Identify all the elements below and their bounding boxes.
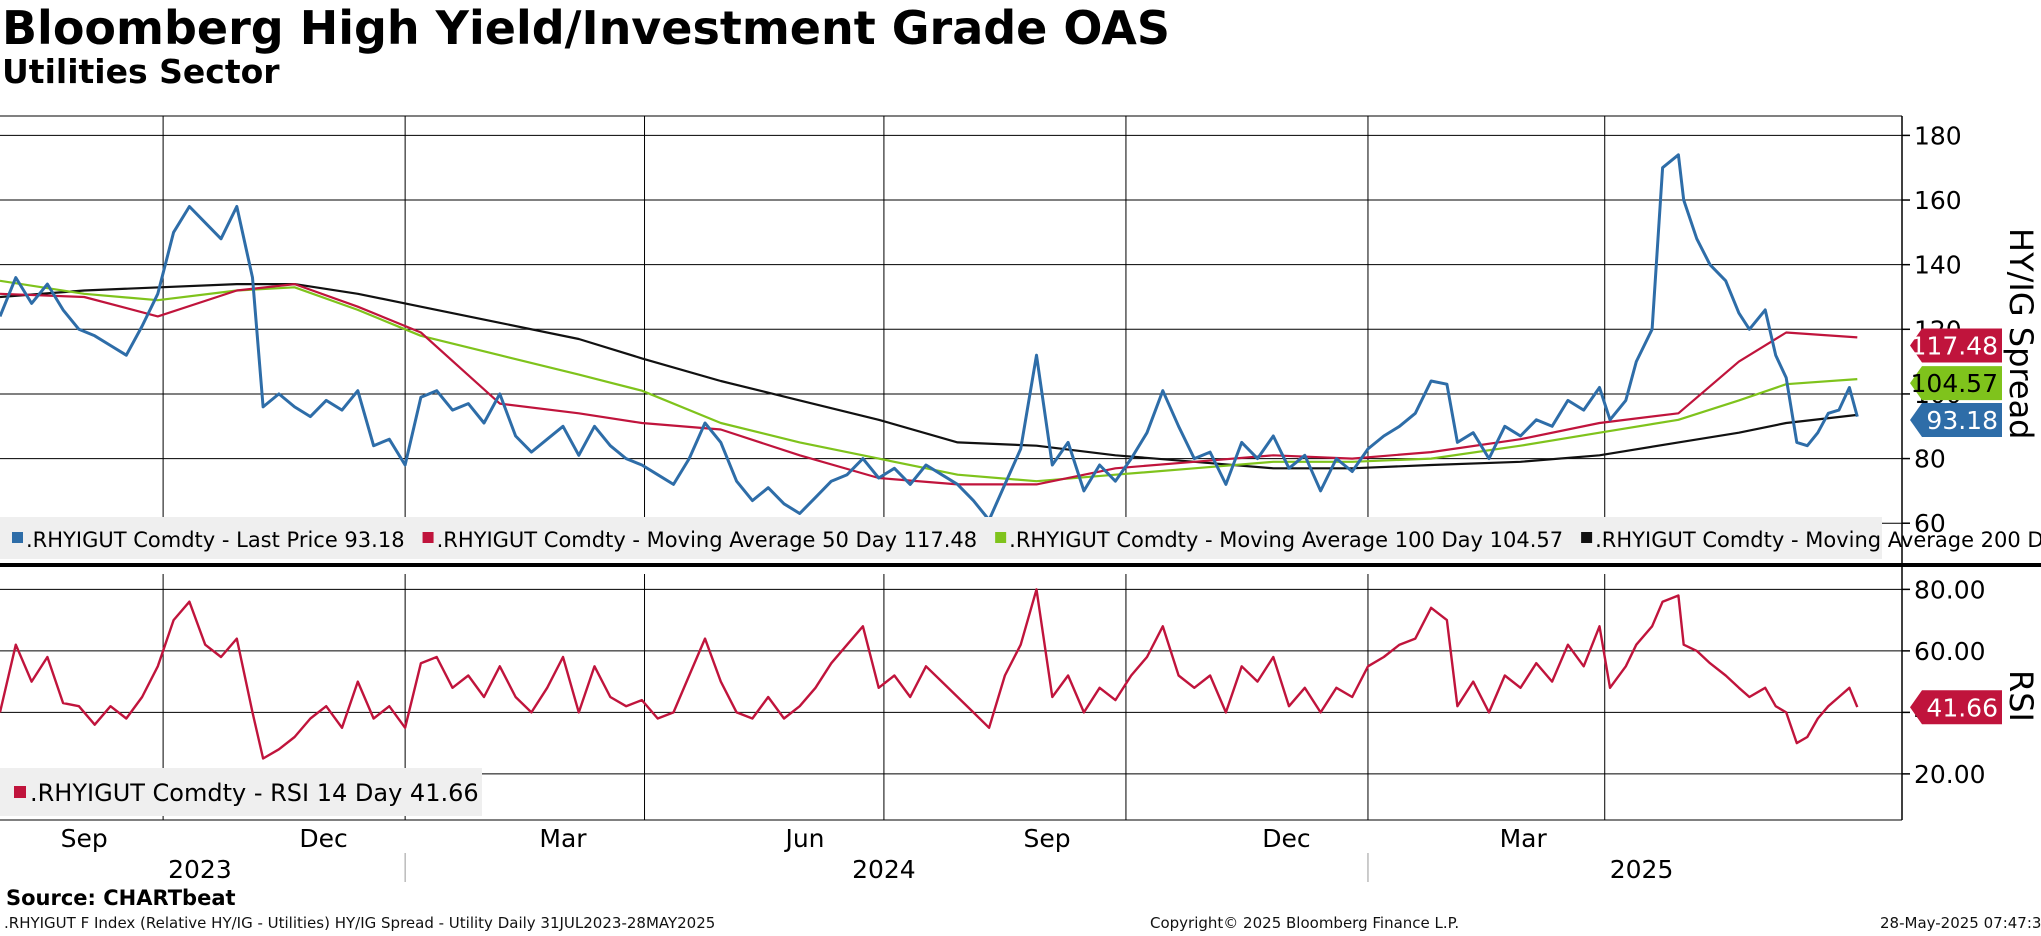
legend-entry: .RHYIGUT Comdty - Moving Average 50 Day …: [437, 528, 978, 552]
x-tick-label: Sep: [61, 824, 108, 853]
ma100-value-tag-text: 104.57: [1911, 369, 1998, 398]
footer-copyright: Copyright© 2025 Bloomberg Finance L.P.: [1150, 914, 1460, 932]
x-tick-label: Dec: [1262, 824, 1310, 853]
legend-entry: .RHYIGUT Comdty - Moving Average 100 Day…: [1009, 528, 1563, 552]
x-tick-label: Jun: [783, 824, 824, 853]
y-tick-label: 160: [1914, 186, 1962, 215]
legend-entry: .RHYIGUT Comdty - Moving Average 200 Day…: [1595, 528, 2041, 552]
legend-swatch: [1581, 532, 1593, 543]
price-value-tag-text: 93.18: [1926, 406, 1998, 435]
series-line: [0, 588, 1859, 760]
ma50-value-tag: [1910, 328, 2002, 363]
price-value-tag: [1910, 402, 2002, 437]
legend-box: [0, 517, 1882, 559]
x-tick-label: Mar: [1500, 824, 1548, 853]
x-year-label: 2023: [168, 855, 232, 884]
y-tick-label: 180: [1914, 121, 1962, 150]
series-line: [0, 283, 1858, 486]
rsi-value-tag-text: 41.66: [1926, 693, 1998, 722]
legend-swatch: [12, 532, 23, 543]
x-tick-label: Mar: [539, 824, 587, 853]
legend-swatch: [422, 532, 434, 543]
rsi-legend-box: [0, 768, 482, 816]
ma100-value-tag: [1910, 366, 2002, 401]
series-line: [0, 283, 1858, 470]
x-year-label: 2025: [1610, 855, 1674, 884]
rsi-axis-label: RSI: [2002, 670, 2040, 722]
y-tick-label: 140: [1914, 251, 1962, 280]
legend-entry: .RHYIGUT Comdty - Last Price 93.18: [26, 528, 405, 552]
ma50-value-tag-text: 117.48: [1911, 331, 1998, 360]
y-axis-label: HY/IG Spread: [2002, 228, 2040, 439]
x-axis: Sep Dec Mar Jun Sep Dec Mar 2023 2024 2025: [0, 819, 1902, 884]
series-line: [0, 153, 1859, 522]
y-tick-label: 80: [1914, 445, 1946, 474]
footer-timestamp: 28-May-2025 07:47:37: [1880, 914, 2041, 932]
y-tick-label: 80.00: [1914, 575, 1986, 604]
series-line: [0, 279, 1858, 483]
footer-left: .RHYIGUT F Index (Relative HY/IG - Utili…: [4, 914, 716, 932]
legend-entry: .RHYIGUT Comdty - RSI 14 Day 41.66: [30, 779, 479, 807]
legend-swatch: [14, 786, 26, 798]
rsi-value-tag: [1910, 690, 2002, 725]
chart-subtitle: Utilities Sector: [2, 52, 280, 91]
legend-swatch: [995, 532, 1007, 543]
y-tick-label: 20.00: [1914, 760, 1986, 789]
x-tick-label: Sep: [1023, 824, 1070, 853]
y-tick-label: 60: [1914, 509, 1946, 538]
x-tick-label: Dec: [299, 824, 347, 853]
chart-title: Bloomberg High Yield/Investment Grade OA…: [2, 1, 1170, 55]
y-tick-label: 60.00: [1914, 637, 1986, 666]
source-label: Source: CHARTbeat: [6, 886, 236, 910]
x-year-label: 2024: [852, 855, 916, 884]
price-panel: 6080100120140160180HY/IG Spread117.48104…: [0, 115, 2041, 820]
